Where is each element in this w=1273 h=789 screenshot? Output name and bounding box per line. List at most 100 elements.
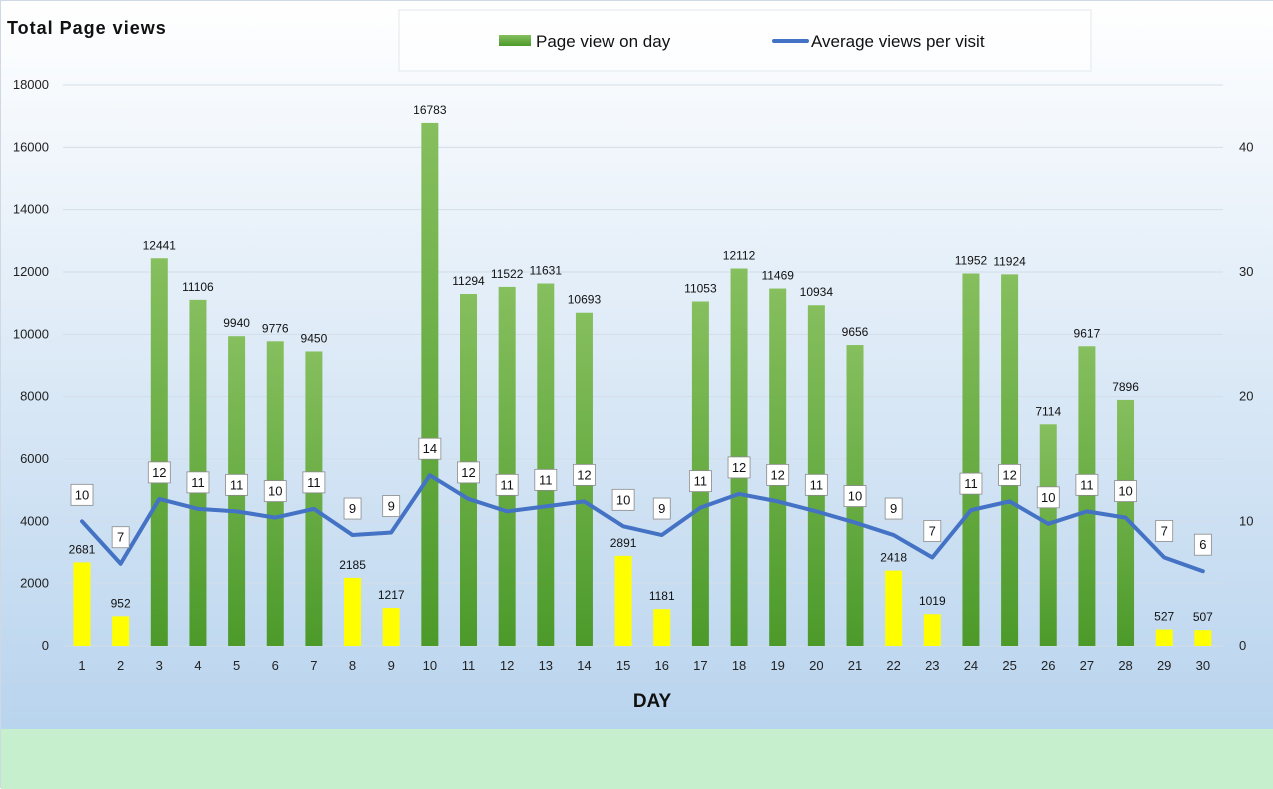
line-label-box (1075, 473, 1099, 496)
bar-data-label: 11053 (684, 282, 717, 296)
average-line (80, 473, 1205, 574)
bar-data-label: 9940 (223, 316, 250, 330)
line-data-label: 7 (929, 523, 936, 538)
bar (1078, 346, 1096, 646)
x-tick-label: 4 (194, 658, 201, 673)
x-tick-label: 14 (577, 658, 591, 673)
bar (344, 577, 362, 646)
x-tick-label: 27 (1080, 658, 1094, 673)
bar-data-label: 2418 (880, 551, 907, 565)
x-tick-label: 1 (78, 658, 85, 673)
line-data-label: 12 (577, 467, 591, 482)
line-label-box (147, 461, 171, 484)
line-label-box (495, 473, 519, 496)
bar-data-label: 952 (111, 596, 131, 610)
line-label-box (766, 463, 790, 486)
x-tick-label: 2 (117, 658, 124, 673)
bar-data-label: 527 (1154, 610, 1174, 624)
bar (1155, 629, 1173, 646)
x-tick-label: 22 (886, 658, 900, 673)
chart-title: Total Page views (7, 18, 167, 38)
bar (73, 562, 91, 646)
bar-data-label: 2891 (610, 536, 637, 550)
line-data-label: 6 (1199, 537, 1206, 552)
bar-data-label: 1217 (378, 588, 405, 602)
line-data-label: 12 (1002, 467, 1016, 482)
x-tick-label: 7 (310, 658, 317, 673)
x-tick-label: 13 (539, 658, 553, 673)
bar (885, 570, 903, 646)
line-data-label: 10 (616, 492, 630, 507)
bar (382, 608, 400, 646)
line-label-box (1155, 520, 1174, 542)
line-data-label: 11 (500, 477, 514, 492)
x-tick-label: 17 (693, 658, 707, 673)
line-data-label: 10 (1118, 484, 1132, 499)
bar (150, 258, 168, 646)
line-data-label: 12 (152, 465, 166, 480)
gridlines (63, 84, 1223, 647)
y-left-tick-label: 16000 (13, 139, 49, 154)
y-right-tick-label: 10 (1239, 513, 1253, 528)
line-label-box (923, 520, 942, 542)
axes: 0200040006000800010000120001400016000180… (13, 77, 1254, 673)
legend: Page view on day Average views per visit (499, 32, 985, 51)
bar-data-label: 9776 (262, 321, 289, 335)
bar-data-label: 11631 (530, 264, 563, 278)
y-left-tick-label: 4000 (20, 513, 49, 528)
bar-data-label: 2185 (339, 558, 366, 572)
x-tick-label: 25 (1002, 658, 1016, 673)
bar-data-label: 7114 (1035, 404, 1061, 418)
x-tick-label: 29 (1157, 658, 1171, 673)
y-right-tick-label: 20 (1239, 389, 1253, 404)
line-label-box (727, 456, 751, 479)
x-tick-label: 26 (1041, 658, 1055, 673)
legend-bar-label: Page view on day (536, 32, 671, 51)
legend-line-label: Average views per visit (811, 32, 985, 51)
bar-data-label: 11924 (993, 254, 1026, 268)
line-data-label: 11 (810, 477, 824, 492)
x-tick-label: 11 (462, 658, 476, 673)
line-label-box (689, 470, 712, 493)
line-label-box (263, 480, 287, 502)
line-label-box (843, 485, 867, 507)
line-data-label: 12 (461, 465, 475, 480)
bar-data-label: 12112 (723, 249, 756, 263)
line-label-box (884, 497, 903, 520)
y-left-tick-label: 8000 (20, 389, 49, 404)
line-label-box (302, 471, 326, 494)
y-right-tick-label: 40 (1239, 139, 1253, 154)
y-left-tick-label: 18000 (13, 77, 49, 92)
line-label-box (1193, 533, 1212, 556)
bar-data-label: 11952 (955, 253, 988, 267)
x-tick-label: 23 (925, 658, 939, 673)
line-series: 10 7 12 11 11 10 11 9 9 14 12 11 11 12 10 9 11 12 12 11 10 9 7… (70, 437, 1212, 574)
line-data-label: 14 (423, 441, 437, 456)
bar (305, 351, 323, 646)
x-tick-label: 9 (388, 658, 395, 673)
line-data-label: 7 (1161, 523, 1168, 538)
y-right-tick-label: 30 (1239, 264, 1253, 279)
x-tick-label: 16 (655, 658, 669, 673)
x-tick-label: 15 (616, 658, 630, 673)
x-axis-title: DAY (633, 691, 672, 712)
x-tick-label: 6 (272, 658, 279, 673)
line-label-box (111, 526, 130, 549)
bar-data-label: 9656 (842, 325, 869, 339)
bottom-band (1, 729, 1273, 789)
y-left-tick-label: 6000 (20, 451, 49, 466)
bar-data-label: 1181 (649, 589, 675, 603)
x-tick-label: 8 (349, 658, 356, 673)
y-left-tick-label: 2000 (20, 576, 49, 591)
line-label-box (1114, 480, 1137, 502)
line-data-label: 9 (388, 499, 395, 514)
y-right-tick-label: 0 (1239, 638, 1246, 653)
x-tick-label: 18 (732, 658, 746, 673)
line-label-box (457, 461, 480, 484)
bar-data-label: 1019 (919, 594, 946, 608)
bar-data-label: 507 (1193, 610, 1213, 624)
line-label-box (998, 463, 1021, 486)
line-label-box (959, 472, 983, 495)
